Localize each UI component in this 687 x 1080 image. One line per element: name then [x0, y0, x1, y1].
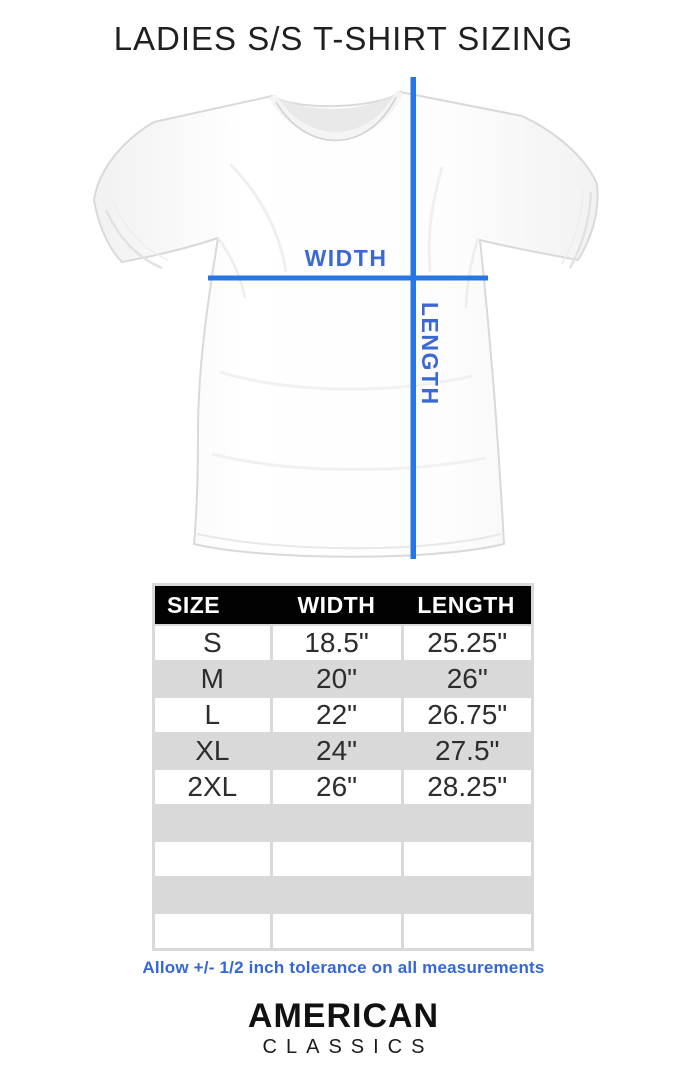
header-length: LENGTH [417, 591, 515, 618]
size-table-body: S 18.5" 25.25" M 20" 26" L 22" 26.75" XL 24" 27.5" 2… [155, 626, 531, 948]
table-row [155, 842, 531, 876]
wrinkle [211, 452, 487, 472]
header-size: SIZE [167, 591, 221, 618]
table-cell: 2XL [155, 770, 270, 804]
table-cell [272, 914, 401, 948]
table-cell: 18.5" [272, 626, 401, 660]
table-cell: 27.5" [403, 734, 531, 768]
table-cell: 26" [272, 770, 401, 804]
table-row [155, 914, 531, 948]
size-table: SIZE WIDTH LENGTH S 18.5" 25.25" M 20" 26" L 22… [152, 583, 534, 951]
table-cell [403, 806, 531, 840]
table-row: L 22" 26.75" [155, 698, 531, 732]
table-cell [155, 842, 270, 876]
width-measure-line [208, 275, 488, 281]
table-cell [272, 878, 401, 912]
table-cell: 28.25" [403, 770, 531, 804]
table-cell: M [155, 662, 270, 696]
header-width: WIDTH [297, 591, 376, 618]
tshirt-diagram: WIDTH LENGTH [80, 72, 610, 572]
table-cell [272, 806, 401, 840]
table-cell: 22" [272, 698, 401, 732]
table-row [155, 806, 531, 840]
tolerance-note: Allow +/- 1/2 inch tolerance on all meas… [142, 958, 545, 977]
wrinkle [219, 370, 473, 391]
wrinkle [216, 237, 247, 299]
tshirt-illustration: WIDTH LENGTH [93, 77, 599, 559]
page-title: LADIES S/S T-SHIRT SIZING [113, 20, 574, 57]
table-cell: XL [155, 734, 270, 768]
size-table-header: SIZE WIDTH LENGTH [155, 586, 531, 624]
left-sleeve-hem-inner [112, 201, 169, 261]
collar-band-edge [275, 96, 397, 142]
right-sleeve-hem-inner [561, 189, 584, 265]
table-row: S 18.5" 25.25" [155, 626, 531, 660]
right-sleeve-hem [568, 191, 593, 269]
wrinkle [464, 237, 480, 309]
brand-name-line1: AMERICAN [247, 997, 440, 1035]
wrinkle [427, 166, 444, 273]
table-cell: 20" [272, 662, 401, 696]
brand-logo: AMERICAN CLASSICS [0, 997, 687, 1059]
left-sleeve-hem [104, 209, 163, 270]
table-cell [403, 878, 531, 912]
table-row: M 20" 26" [155, 662, 531, 696]
table-cell [155, 878, 270, 912]
brand-name-line2: CLASSICS [262, 1036, 434, 1059]
table-cell [403, 914, 531, 948]
bottom-hem [196, 533, 502, 550]
table-cell: 25.25" [403, 626, 531, 660]
table-row [155, 878, 531, 912]
tshirt-body [93, 91, 599, 558]
table-cell: 26.75" [403, 698, 531, 732]
table-cell: L [155, 698, 270, 732]
wrinkle [228, 162, 288, 273]
table-cell [155, 914, 270, 948]
width-label: WIDTH [305, 245, 388, 271]
length-measure-line [410, 77, 416, 559]
table-cell: 26" [403, 662, 531, 696]
table-row: 2XL 26" 28.25" [155, 770, 531, 804]
table-cell [272, 842, 401, 876]
table-cell [403, 842, 531, 876]
length-label: LENGTH [417, 302, 443, 406]
table-cell [155, 806, 270, 840]
table-row: XL 24" 27.5" [155, 734, 531, 768]
table-cell: S [155, 626, 270, 660]
table-cell: 24" [272, 734, 401, 768]
